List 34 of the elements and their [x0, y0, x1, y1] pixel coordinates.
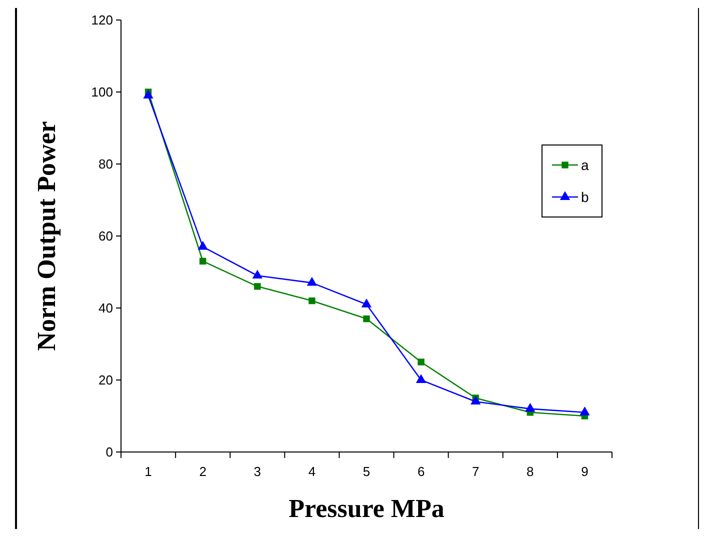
x-tick-label: 2 [199, 464, 206, 479]
y-tick-label: 40 [98, 300, 113, 316]
point [361, 298, 372, 308]
x-tick-label: 5 [362, 464, 370, 479]
point [363, 315, 370, 322]
point [580, 406, 590, 416]
y-tick-label: 120 [91, 12, 113, 28]
y-tick-label: 100 [91, 84, 113, 100]
x-tick-label: 4 [308, 464, 316, 479]
point [470, 396, 481, 405]
point [199, 258, 206, 265]
y-tick-label: 0 [106, 444, 113, 460]
x-tick-label: 6 [417, 464, 425, 479]
x-axis-title: Pressure MPa [288, 494, 444, 523]
legend-label: b [581, 188, 589, 205]
y-tick-label: 80 [98, 156, 113, 172]
point [416, 374, 426, 383]
point [143, 90, 154, 99]
point [418, 358, 424, 366]
x-tick-label: 3 [254, 464, 262, 479]
y-tick-label: 60 [98, 228, 113, 244]
x-tick-label: 7 [472, 464, 480, 479]
x-tick-label: 1 [144, 464, 152, 479]
x-tick-label: 9 [581, 464, 588, 479]
point [252, 270, 262, 279]
point [198, 240, 208, 250]
y-axis-title: Norm Output Power [32, 121, 61, 351]
y-tick-label: 20 [98, 372, 113, 388]
x-tick-label: 8 [526, 464, 534, 479]
point [254, 283, 261, 290]
point [525, 402, 536, 412]
point [306, 276, 318, 286]
legend-label: a [581, 156, 589, 173]
point [308, 297, 316, 304]
